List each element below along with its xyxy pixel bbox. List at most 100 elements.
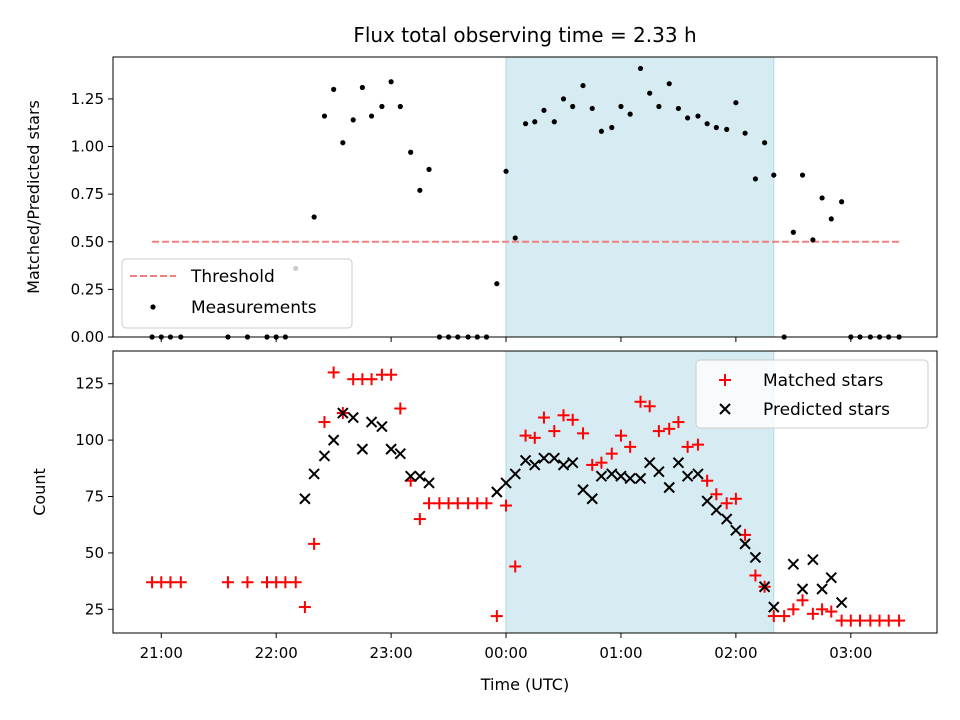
matched-point — [854, 614, 867, 627]
bottom-x-axis: 21:00 22:00 23:00 00:00 01:00 02:00 03:00 — [140, 633, 872, 662]
matched-point — [423, 497, 436, 510]
predicted-point — [624, 472, 636, 485]
legend-predicted-swatch — [719, 403, 731, 415]
measurement-point — [541, 107, 547, 113]
matched-point — [882, 614, 895, 627]
x-tick-label: 00:00 — [484, 644, 527, 662]
predicted-point — [787, 558, 800, 570]
matched-point — [691, 438, 704, 451]
predicted-point — [404, 470, 417, 482]
top-x-ticks — [160, 337, 852, 342]
matched-point — [634, 395, 647, 408]
matched-point — [365, 373, 378, 386]
matched-point — [672, 416, 685, 429]
top-y-tick-label: 0.00 — [71, 328, 104, 346]
measurement-point — [321, 113, 328, 119]
measurement-point — [340, 140, 346, 146]
predicted-point — [796, 583, 809, 595]
measurement-point — [724, 126, 730, 132]
top-y-tick-label: 1.25 — [71, 90, 104, 108]
predicted-point — [500, 477, 512, 489]
matched-point — [164, 576, 177, 589]
measurement-point — [532, 119, 538, 125]
predicted-point — [308, 468, 320, 480]
predicted-point — [519, 454, 532, 467]
predicted-point — [566, 456, 579, 469]
matched-point — [720, 497, 733, 510]
predicted-point — [529, 459, 541, 471]
predicted-point — [681, 470, 694, 482]
measurement-point — [609, 124, 615, 131]
matched-point — [729, 492, 742, 505]
legend-matched-label: Matched stars — [763, 371, 883, 391]
measurement-point — [388, 79, 394, 85]
matched-point — [528, 431, 541, 444]
matched-point — [749, 569, 762, 582]
top-legend-box — [121, 258, 353, 329]
matched-point — [710, 488, 723, 501]
bottom-y-tick-label: 25 — [85, 600, 104, 618]
measurement-point — [637, 65, 644, 72]
predicted-point — [423, 477, 435, 489]
measurement-point — [656, 103, 662, 110]
measurement-point — [752, 176, 759, 182]
matched-point — [605, 447, 618, 460]
top-y-tick-label: 0.25 — [71, 280, 104, 298]
predicted-point — [692, 468, 704, 480]
measurement-point — [695, 113, 701, 119]
matched-point — [318, 416, 331, 429]
measurement-point — [810, 237, 816, 243]
bottom-legend-box — [695, 359, 929, 429]
predicted-point — [634, 472, 647, 485]
measurement-point — [618, 103, 624, 110]
matched-point — [298, 601, 311, 614]
predicted-point — [643, 456, 656, 469]
predicted-point — [299, 493, 311, 505]
predicted-point — [710, 504, 723, 516]
matched-point — [806, 607, 819, 620]
predicted-point — [538, 452, 550, 464]
measurement-point — [494, 281, 500, 287]
matched-point — [537, 411, 550, 424]
predicted-point — [356, 443, 369, 455]
predicted-point — [615, 470, 627, 482]
matched-point — [893, 614, 906, 627]
predicted-point — [701, 495, 713, 507]
predicted-point — [577, 484, 589, 496]
top-observing-span — [505, 56, 775, 338]
predicted-point — [414, 470, 426, 482]
measurement-point — [647, 90, 653, 96]
measurement-point — [560, 96, 567, 102]
measurement-point — [311, 214, 317, 220]
bottom-y-axis-label: Count — [30, 468, 49, 516]
predicted-point — [749, 551, 762, 564]
predicted-point — [825, 572, 837, 584]
matched-point — [577, 427, 590, 440]
matched-point — [681, 440, 694, 453]
bottom-y-axis: 25 50 75 100 125 — [75, 375, 113, 618]
x-tick-label: 21:00 — [140, 644, 183, 662]
predicted-point — [376, 420, 388, 433]
top-y-tick-label: 0.75 — [71, 185, 104, 203]
matched-point — [327, 366, 340, 379]
measurement-point — [408, 149, 414, 155]
x-tick-label: 03:00 — [829, 644, 872, 662]
matched-point — [787, 603, 800, 616]
matched-point — [548, 425, 561, 438]
measurement-point — [589, 105, 595, 112]
predicted-point — [768, 601, 780, 613]
legend-threshold-label: Threshold — [190, 267, 275, 287]
predicted-point — [720, 513, 733, 525]
bottom-legend: Matched stars Predicted stars — [695, 359, 929, 429]
matched-point — [308, 537, 321, 550]
measurement-point — [350, 117, 356, 123]
predicted-point — [672, 456, 685, 469]
bottom-panel: 25 50 75 100 125 21:00 22:00 23:00 00:00 01:00 02… — [30, 350, 938, 694]
measurement-point — [551, 119, 557, 125]
measurement-point — [675, 105, 682, 112]
matched-point — [279, 576, 292, 589]
matched-point — [566, 413, 579, 426]
matched-point — [509, 560, 522, 573]
matched-point — [614, 429, 627, 442]
